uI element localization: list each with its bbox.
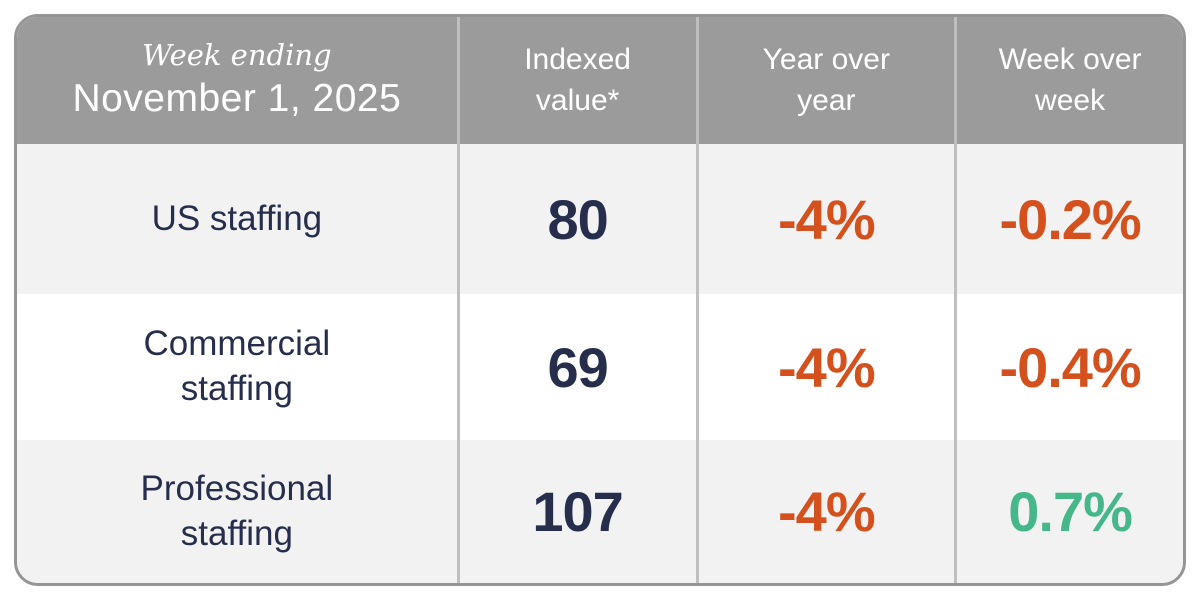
professional-staffing-yoy-cell: -4% [695,440,955,583]
week-over-week-value: -0.4% [999,335,1141,399]
column-header-indexed-value: Indexed value* [524,43,631,117]
header-week-ending-cell: Week ending November 1, 2025 [17,17,457,144]
commercial-staffing-yoy-cell: -4% [695,294,955,440]
year-over-year-value: -4% [778,480,876,543]
header-year-over-year-cell: Year over year [695,17,955,144]
row-label: Professional staffing [140,468,334,553]
header-indexed-value-cell: Indexed value* [456,17,696,144]
column-header-year-over-year: Year over year [762,43,890,117]
us-staffing-indexed-value-cell: 80 [456,144,696,294]
commercial-staffing-indexed-value-cell: 69 [456,294,696,440]
indexed-value: 69 [547,335,608,399]
row-label: Commercial staffing [143,324,331,408]
row-label: US staffing [151,198,323,238]
professional-staffing-wow-cell: 0.7% [954,440,1183,583]
indexed-value: 107 [532,480,623,543]
staffing-index-table: Week ending November 1, 2025 Indexed val… [14,14,1186,586]
us-staffing-yoy-cell: -4% [695,144,955,294]
year-over-year-value: -4% [778,187,876,251]
column-header-week-over-week: Week over week [998,43,1142,117]
table-row-professional-staffing-label-cell: Professional staffing [17,440,457,583]
us-staffing-wow-cell: -0.2% [954,144,1183,294]
week-ending-date: November 1, 2025 [72,77,402,121]
indexed-value: 80 [547,187,608,251]
commercial-staffing-wow-cell: -0.4% [954,294,1183,440]
table-row-us-staffing-label-cell: US staffing [17,144,457,294]
week-over-week-value: 0.7% [1008,480,1133,543]
week-ending-label: Week ending [142,38,332,72]
professional-staffing-indexed-value-cell: 107 [456,440,696,583]
week-over-week-value: -0.2% [999,187,1141,251]
header-week-over-week-cell: Week over week [954,17,1183,144]
year-over-year-value: -4% [778,335,876,399]
table-row-commercial-staffing-label-cell: Commercial staffing [17,294,457,440]
